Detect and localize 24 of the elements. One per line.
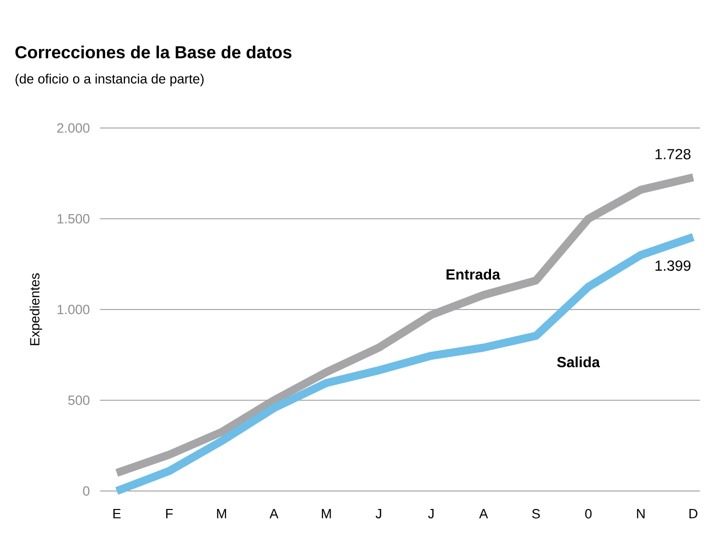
x-tick-label: F: [166, 509, 173, 518]
x-tick-label: A: [270, 509, 278, 518]
x-tick-label: N: [637, 509, 645, 518]
x-tick-label: J: [376, 509, 382, 518]
text: Salida: [557, 356, 600, 368]
y-tick-label: 0: [83, 486, 90, 496]
chart-subtitle: (de oficio o a instancia de parte): [16, 74, 204, 86]
data-label: 1.399: [656, 260, 690, 271]
x-tick-label: 0: [585, 509, 592, 518]
x-tick-label: E: [113, 509, 121, 518]
x-tick-label: M: [217, 509, 226, 518]
y-tick-label: 2.000: [57, 123, 90, 133]
x-tick-label: M: [322, 509, 331, 518]
y-tick-label: 1.500: [58, 214, 90, 224]
data-label: 1.728: [656, 148, 690, 160]
x-tick-label: J: [428, 509, 434, 518]
x-tick-label: S: [532, 509, 540, 518]
y-tick-label: 500: [68, 396, 90, 405]
y-axis-title: Expedientes: [30, 273, 42, 346]
chart-title: Correcciones de la Base de datos: [15, 46, 292, 58]
series-label: Entrada: [446, 268, 500, 280]
y-tick-label: 1.000: [58, 304, 90, 314]
x-tick-label: A: [479, 509, 488, 518]
x-tick-label: D: [689, 509, 698, 518]
